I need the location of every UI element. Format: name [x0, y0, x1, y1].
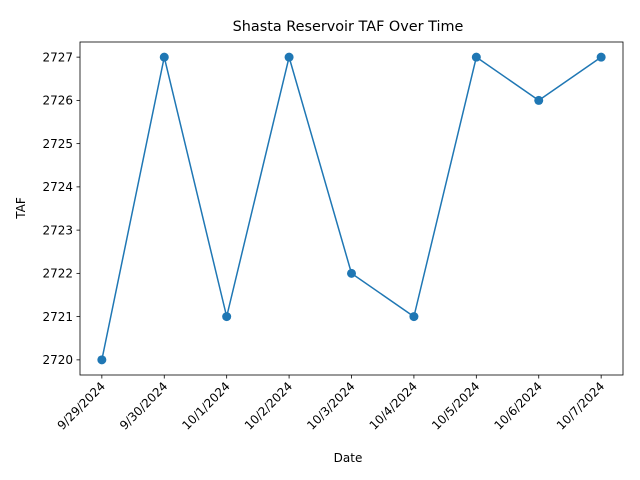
- y-tick-label: 2727: [42, 50, 73, 64]
- y-tick-label: 2723: [42, 223, 73, 237]
- data-point: [596, 52, 606, 62]
- data-point: [284, 52, 294, 62]
- data-point: [97, 355, 107, 365]
- y-tick-label: 2721: [42, 310, 73, 324]
- data-point: [534, 95, 544, 105]
- y-tick-label: 2720: [42, 353, 73, 367]
- chart-title: Shasta Reservoir TAF Over Time: [233, 19, 464, 35]
- y-axis-label: TAF: [14, 197, 28, 220]
- y-tick-label: 2725: [42, 137, 73, 151]
- data-point: [347, 268, 356, 278]
- y-tick-label: 2726: [42, 94, 73, 108]
- data-point: [222, 312, 232, 322]
- x-axis-label: Date: [334, 451, 363, 465]
- data-point: [409, 312, 419, 322]
- y-tick-label: 2722: [42, 267, 73, 281]
- data-point: [471, 52, 481, 62]
- y-tick-label: 2724: [42, 180, 73, 194]
- data-point: [159, 52, 169, 62]
